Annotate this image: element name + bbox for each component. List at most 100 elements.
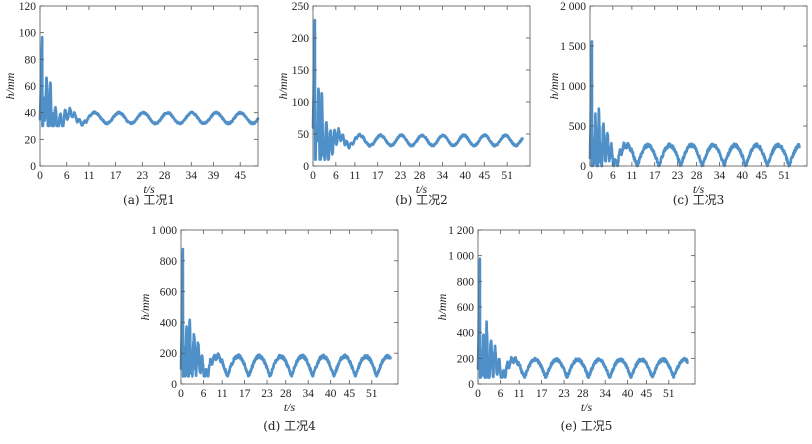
y-tick-label: 0 [580,161,586,173]
x-tick-label: 34 [714,170,726,182]
y-tick-label: 2 000 [560,1,586,13]
y-tick-label: 0 [30,161,36,173]
x-tick-label: 34 [437,170,449,182]
x-tick-label: 17 [536,388,548,400]
y-tick-label: 1 200 [448,225,474,237]
y-tick-label: 1 000 [560,81,586,93]
y-tick-label: 0 [303,161,309,173]
y-tick-label: 800 [160,256,178,268]
x-tick-label: 28 [577,388,589,400]
x-tick-label: 45 [641,388,653,400]
y-tick-label: 100 [292,97,310,109]
x-tick-label: 45 [479,170,491,182]
x-tick-label: 23 [558,388,570,400]
series-line-h [179,247,392,378]
y-tick-label: 200 [457,353,475,365]
subplot-caption: (a) 工况1 [123,193,175,207]
y-tick-label: 600 [457,302,475,314]
y-tick-label: 200 [292,33,310,45]
y-tick-label: 250 [292,1,310,13]
x-tick-label: 17 [239,388,251,400]
x-tick-label: 17 [649,170,661,182]
x-tick-label: 40 [460,170,472,182]
subplot-3: 0 6 11 17 23 28 34 40 45 51 0 500 1 000 1 500 2 000 t/s… [547,1,808,207]
y-axis-label: h/mm [3,72,17,99]
x-tick-label: 17 [110,170,122,182]
series-line-h [476,257,689,379]
y-tick-label: 20 [25,134,37,146]
y-axis-label: h/mm [276,72,290,99]
y-tick-label: 1 000 [151,225,177,237]
plot-frame [589,5,808,167]
y-tick-label: 200 [160,348,178,360]
x-axis-label: t/s [581,400,593,414]
x-axis-label: t/s [693,182,705,196]
x-tick-label: 0 [310,170,316,182]
y-tick-label: 0 [171,379,177,391]
x-tick-label: 11 [514,388,525,400]
x-tick-label: 6 [333,170,339,182]
subplot-1: 0 6 11 17 23 28 34 39 45 0 20 40 60 80 100 120 t/s h/mm (a… [3,1,260,207]
plot-frame [180,229,399,385]
y-axis-label: h/mm [547,72,561,99]
y-tick-label: 40 [25,108,37,120]
subplot-5: 0 6 11 17 23 28 34 40 45 51 0 200 400 600 800 1 000 1 20… [435,225,696,433]
x-tick-label: 39 [208,170,220,182]
y-tick-label: 400 [160,317,178,329]
subplot-caption: (e) 工况5 [561,419,613,433]
plot-frame [39,5,259,167]
x-tick-label: 17 [372,170,384,182]
y-tick-label: 1 500 [560,41,586,53]
x-tick-label: 0 [37,170,43,182]
series-line-h [311,18,524,161]
y-tick-label: 0 [468,379,474,391]
x-tick-label: 11 [217,388,228,400]
subplot-caption: (d) 工况4 [263,419,316,433]
x-tick-label: 6 [498,388,504,400]
x-tick-label: 6 [64,170,70,182]
x-tick-label: 51 [366,388,378,400]
x-tick-label: 45 [234,170,246,182]
x-tick-label: 11 [349,170,360,182]
y-tick-label: 1 000 [448,251,474,263]
x-axis-label: t/s [143,182,155,196]
y-axis-label: h/mm [435,293,449,320]
x-tick-label: 40 [622,388,634,400]
x-tick-label: 51 [778,170,790,182]
x-tick-label: 40 [737,170,749,182]
x-tick-label: 0 [475,388,481,400]
x-tick-label: 40 [325,388,337,400]
y-tick-label: 150 [292,65,310,77]
x-tick-label: 6 [610,170,616,182]
x-tick-label: 28 [280,388,292,400]
y-tick-label: 50 [298,129,310,141]
y-tick-label: 500 [569,121,587,133]
x-tick-label: 51 [501,170,513,182]
x-tick-label: 11 [83,170,94,182]
x-tick-label: 34 [302,388,314,400]
subplot-2: 0 6 11 17 23 28 34 40 45 51 0 50 100 150 200 250 t/s h/mm… [276,1,531,207]
x-tick-label: 45 [756,170,768,182]
y-axis-label: h/mm [138,293,152,320]
x-tick-label: 34 [186,170,198,182]
x-axis-label: t/s [416,182,428,196]
x-tick-label: 0 [178,388,184,400]
y-tick-label: 60 [25,81,37,93]
x-tick-label: 23 [672,170,684,182]
y-tick-label: 600 [160,287,178,299]
subplot-caption: (b) 工况2 [395,193,448,207]
series-line-h [38,35,260,128]
x-tick-label: 51 [663,388,675,400]
x-tick-label: 6 [201,388,207,400]
y-tick-label: 800 [457,276,475,288]
x-tick-label: 34 [599,388,611,400]
plot-frame [312,5,531,167]
x-axis-label: t/s [284,400,296,414]
y-tick-label: 100 [19,28,37,40]
y-tick-label: 120 [19,1,37,13]
y-tick-label: 400 [457,328,475,340]
series-line-h [588,40,801,168]
x-tick-label: 0 [587,170,593,182]
